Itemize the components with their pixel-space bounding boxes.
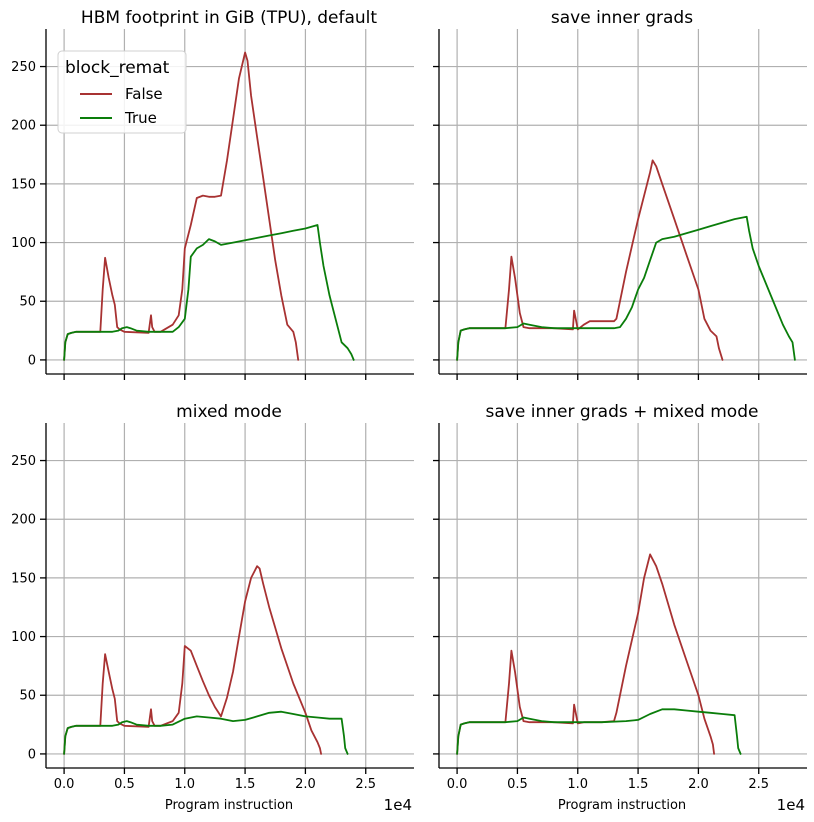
x-tick-label: 1.0 <box>174 777 195 792</box>
x-offset-label-right: 1e4 <box>777 796 805 814</box>
panel-title: HBM footprint in GiB (TPU), default <box>81 8 377 28</box>
x-tick-label: 2.5 <box>355 777 376 792</box>
x-tick-label: 2.0 <box>688 777 709 792</box>
legend-title: block_remat <box>65 58 170 78</box>
x-offset-label-left: 1e4 <box>384 796 412 814</box>
x-axis-label-left: Program instruction <box>165 798 293 813</box>
series-line-true <box>63 710 349 755</box>
legend-box <box>57 50 187 134</box>
x-tick-label: 1.0 <box>567 777 588 792</box>
y-tick-label: 250 <box>11 454 36 469</box>
y-tick-label: 0 <box>28 353 36 368</box>
x-tick-label: 0.5 <box>507 777 528 792</box>
series-line-true <box>456 215 796 361</box>
y-tick-label: 200 <box>11 513 36 528</box>
legend: block_remat False True <box>57 50 187 134</box>
y-tick-label: 200 <box>11 119 36 134</box>
x-tick-label: 1.5 <box>628 777 649 792</box>
y-tick-label: 150 <box>11 177 36 192</box>
legend-entry-false: False <box>125 85 163 103</box>
y-tick-label: 250 <box>11 60 36 75</box>
x-tick-label: 0.0 <box>54 777 75 792</box>
x-tick-label: 2.5 <box>748 777 769 792</box>
panel-title: save inner grads <box>551 8 693 28</box>
y-tick-label: 100 <box>11 630 36 645</box>
series-line-false <box>63 565 323 755</box>
panel-default: HBM footprint in GiB (TPU), default 0 50 1… <box>11 8 414 380</box>
series-line-true <box>456 708 742 755</box>
x-tick-label: 0.0 <box>447 777 468 792</box>
x-tick-label: 1.5 <box>235 777 256 792</box>
x-tick-label: 2.0 <box>295 777 316 792</box>
series-line-false <box>456 553 715 755</box>
panel-mixed-mode: mixed mode 0 50 100 150 200 250 0.0 0.5 1.0 1.5 2.… <box>11 402 414 792</box>
x-tick-label: 0.5 <box>114 777 135 792</box>
panel-title: mixed mode <box>176 402 282 422</box>
legend-entry-true: True <box>124 109 157 127</box>
panel-save-inner-grads: save inner grads <box>433 8 807 380</box>
y-tick-label: 50 <box>19 689 36 704</box>
panel-title: save inner grads + mixed mode <box>486 402 759 422</box>
y-tick-label: 100 <box>11 236 36 251</box>
y-tick-label: 50 <box>19 295 36 310</box>
series-line-false <box>456 159 724 361</box>
series-line-true <box>63 224 355 361</box>
y-tick-label: 150 <box>11 571 36 586</box>
x-axis-label-right: Program instruction <box>558 798 686 813</box>
y-tick-label: 0 <box>28 747 36 762</box>
panel-save-inner-grads-mixed-mode: save inner grads + mixed mode 0.0 0.5 1.0 1… <box>433 402 807 792</box>
